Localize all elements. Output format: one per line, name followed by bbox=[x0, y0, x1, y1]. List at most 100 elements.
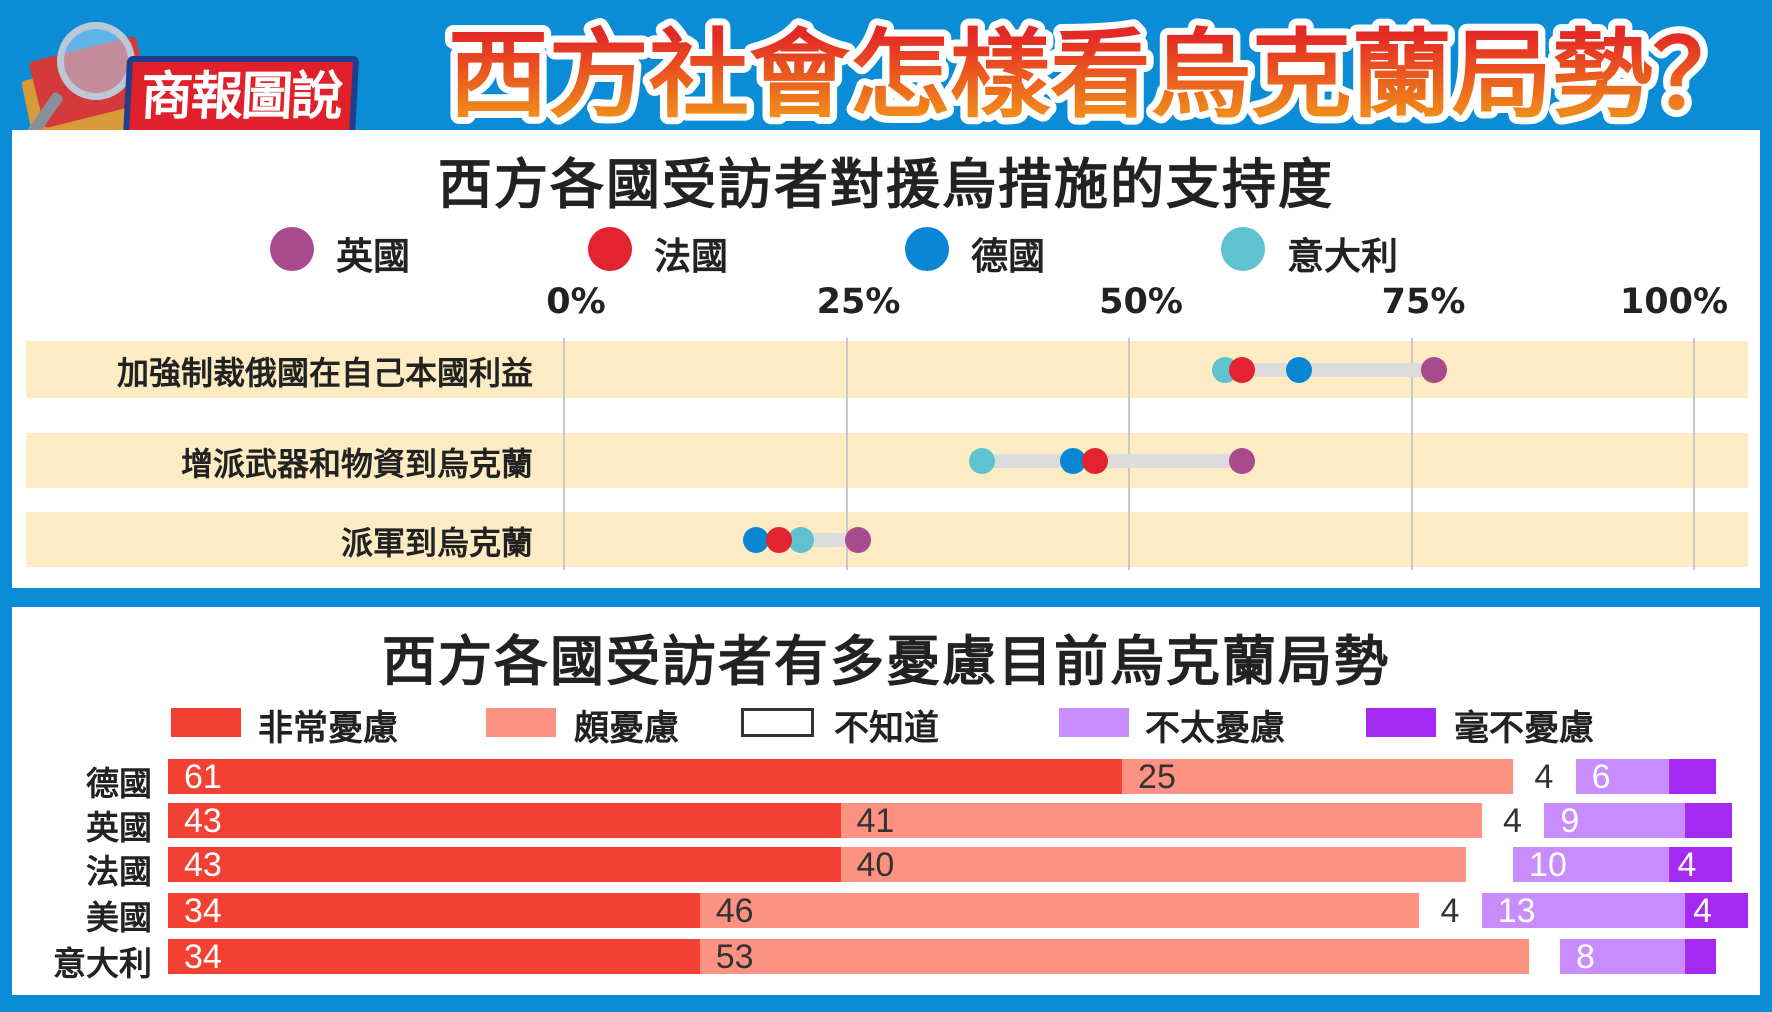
row-band bbox=[26, 341, 1748, 398]
worry-chart-title: 西方各國受訪者有多憂慮目前烏克蘭局勢 bbox=[382, 630, 1390, 693]
bar-segment-頗憂慮 bbox=[699, 939, 1529, 974]
bar-value-label: 40 bbox=[856, 846, 895, 884]
bar-value-label: 61 bbox=[184, 758, 222, 796]
range-connector bbox=[982, 453, 1242, 468]
legend-label: 法國 bbox=[654, 235, 728, 278]
bar-segment-不太憂慮 bbox=[1559, 939, 1686, 974]
support-chart-panel: 西方各國受訪者對援烏措施的支持度 英國 法國 德國 意大利 0% 25% 50% 75% 10… bbox=[12, 130, 1760, 588]
logo-text: 商報圖說 bbox=[122, 56, 360, 138]
bar-value-label: 53 bbox=[715, 938, 754, 976]
bar-segment-非常憂慮 bbox=[168, 803, 841, 838]
data-point-法國 bbox=[1082, 447, 1109, 474]
bar-segment-非常憂慮 bbox=[168, 847, 841, 882]
data-point-英國 bbox=[844, 526, 871, 553]
legend-label: 毫不憂慮 bbox=[1454, 709, 1595, 749]
row-band bbox=[26, 433, 1748, 488]
x-tick-label: 100% bbox=[1619, 282, 1729, 322]
data-point-法國 bbox=[765, 526, 792, 553]
legend-dot-0 bbox=[270, 227, 314, 271]
main-title-text: 西方社會怎樣看烏克蘭局勢？ bbox=[448, 19, 1753, 130]
legend-swatch-0 bbox=[171, 708, 241, 737]
bar-value-label: 41 bbox=[856, 802, 895, 840]
country-label: 法國 bbox=[86, 852, 152, 891]
bar-segment-頗憂慮 bbox=[699, 893, 1420, 928]
gridline bbox=[563, 338, 565, 570]
data-point-德國 bbox=[1059, 447, 1086, 474]
bar-segment-毫不憂慮 bbox=[1685, 893, 1748, 928]
x-tick-label: 25% bbox=[816, 282, 901, 322]
bar-segment-頗憂慮 bbox=[840, 803, 1482, 838]
bar-value-label: 4 bbox=[1503, 802, 1522, 840]
logo: 商報圖說 bbox=[17, 18, 377, 150]
bar-value-label: 4 bbox=[1677, 846, 1697, 884]
bar-value-label: 25 bbox=[1138, 758, 1176, 796]
bar-value-label: 34 bbox=[184, 938, 222, 976]
country-label: 英國 bbox=[86, 808, 152, 847]
legend-swatch-4 bbox=[1366, 708, 1436, 737]
bar-segment-不太憂慮 bbox=[1513, 847, 1670, 882]
data-point-法國 bbox=[1229, 356, 1255, 383]
gridline bbox=[1693, 338, 1695, 570]
data-point-德國 bbox=[743, 526, 770, 553]
data-point-英國 bbox=[1229, 447, 1255, 474]
legend-label: 英國 bbox=[336, 235, 410, 278]
bar-segment-不太憂慮 bbox=[1544, 803, 1686, 838]
legend-dot-2 bbox=[905, 227, 949, 271]
legend-dot-1 bbox=[588, 227, 632, 271]
bar-value-label: 34 bbox=[184, 892, 222, 930]
bar-value-label: 4 bbox=[1440, 892, 1460, 930]
bar-segment-毫不憂慮 bbox=[1685, 803, 1732, 838]
bar-value-label: 9 bbox=[1560, 802, 1580, 840]
bar-value-label: 10 bbox=[1529, 846, 1567, 884]
bar-value-label: 4 bbox=[1693, 892, 1712, 930]
row-label: 派軍到烏克蘭 bbox=[340, 523, 533, 562]
bar-segment-非常憂慮 bbox=[168, 759, 1123, 794]
bar-value-label: 43 bbox=[184, 846, 222, 884]
support-chart-title: 西方各國受訪者對援烏措施的支持度 bbox=[438, 153, 1334, 216]
bar-segment-頗憂慮 bbox=[840, 847, 1467, 882]
bar-value-label: 46 bbox=[715, 892, 754, 930]
country-label: 意大利 bbox=[53, 944, 152, 983]
bar-value-label: 13 bbox=[1497, 892, 1536, 930]
data-point-英國 bbox=[1421, 356, 1448, 383]
data-point-德國 bbox=[1285, 356, 1312, 383]
main-title: 西方社會怎樣看烏克蘭局勢？ bbox=[441, 12, 1760, 130]
bar-value-label: 6 bbox=[1591, 758, 1611, 796]
legend-label: 頗憂慮 bbox=[574, 709, 680, 749]
legend-swatch-2 bbox=[741, 708, 814, 737]
bar-segment-頗憂慮 bbox=[1122, 759, 1514, 794]
legend-label: 不知道 bbox=[834, 709, 940, 749]
bar-value-label: 8 bbox=[1575, 938, 1595, 976]
row-band bbox=[26, 512, 1748, 567]
gridline bbox=[1410, 338, 1413, 570]
legend-label: 非常憂慮 bbox=[258, 709, 399, 749]
range-connector bbox=[1225, 362, 1435, 377]
worry-chart-panel: 西方各國受訪者有多憂慮目前烏克蘭局勢 非常憂慮 頗憂慮 不知道 不太憂慮 毫不憂慮 德國… bbox=[12, 607, 1760, 995]
legend-label: 不太憂慮 bbox=[1145, 709, 1286, 749]
legend-swatch-3 bbox=[1059, 708, 1129, 737]
bar-value-label: 43 bbox=[184, 802, 222, 840]
bar-segment-毫不憂慮 bbox=[1685, 939, 1717, 974]
magnifier-icon bbox=[57, 22, 135, 100]
x-tick-label: 75% bbox=[1381, 282, 1466, 322]
data-point-意大利 bbox=[969, 447, 996, 474]
country-label: 德國 bbox=[86, 764, 152, 803]
bar-segment-非常憂慮 bbox=[168, 939, 700, 974]
x-tick-label: 0% bbox=[546, 282, 606, 322]
gridline bbox=[845, 338, 848, 570]
bar-segment-毫不憂慮 bbox=[1669, 759, 1717, 794]
row-label: 加強制裁俄國在自己本國利益 bbox=[116, 353, 533, 392]
bar-segment-非常憂慮 bbox=[168, 893, 700, 928]
row-label: 增派武器和物資到烏克蘭 bbox=[180, 444, 533, 483]
bar-segment-毫不憂慮 bbox=[1669, 847, 1732, 882]
country-label: 美國 bbox=[86, 898, 152, 937]
x-tick-label: 50% bbox=[1099, 282, 1183, 322]
bar-segment-不太憂慮 bbox=[1575, 759, 1670, 794]
data-point-意大利 bbox=[788, 526, 815, 553]
legend-label: 意大利 bbox=[1287, 235, 1398, 278]
legend-swatch-1 bbox=[486, 708, 556, 737]
bar-value-label: 4 bbox=[1534, 758, 1554, 796]
legend-dot-3 bbox=[1221, 227, 1265, 271]
bar-segment-不太憂慮 bbox=[1481, 893, 1686, 928]
legend-label: 德國 bbox=[971, 235, 1045, 278]
